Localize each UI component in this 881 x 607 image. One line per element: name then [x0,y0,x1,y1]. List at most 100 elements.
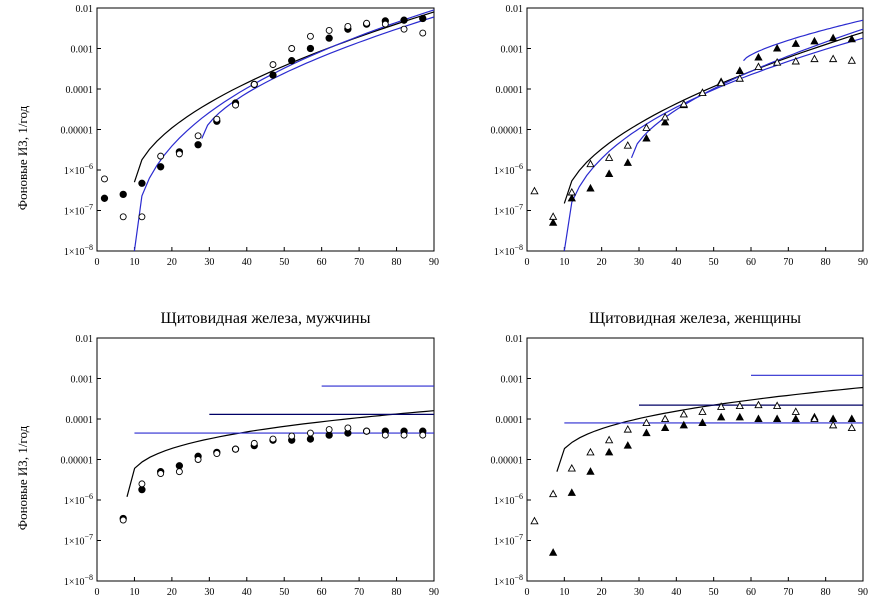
data-point-open-circles [232,101,239,109]
x-tick-label: 30 [634,587,644,598]
data-point-filled-triangles [716,412,726,421]
x-tick-label: 80 [821,257,831,268]
data-point-open-triangles [772,401,782,410]
y-tick-label: 1×10−6 [64,492,93,507]
data-point-open-circles [269,61,277,69]
x-tick-label: 50 [279,587,289,598]
data-point-open-triangles [828,54,838,63]
y-tick-mantissa: 1×10 [494,537,515,548]
x-tick-label: 0 [95,587,100,598]
data-point-open-triangles [810,414,819,423]
data-point-filled-circles [306,435,315,443]
y-tick-exponent: −7 [84,203,93,212]
data-point-filled-triangles [548,548,558,556]
x-tick-label: 70 [783,587,793,598]
series-line-model-blue-2 [201,16,435,139]
x-tick-label: 60 [746,587,756,598]
data-point-open-circles [400,431,408,439]
y-tick-mantissa: 0.00001 [491,456,524,467]
data-point-filled-triangles [586,467,595,475]
data-point-filled-triangles [586,183,595,192]
x-tick-label: 60 [317,587,327,598]
y-tick-mantissa: 0.001 [501,45,524,56]
data-point-filled-triangles [679,420,688,429]
data-point-filled-triangles [604,169,614,177]
data-point-filled-circles [419,14,427,23]
y-tick-label: 0.0001 [66,85,94,96]
y-tick-label: 0.0001 [496,415,524,426]
data-point-open-circles [194,456,202,463]
data-point-filled-circles [138,179,146,187]
chart-panel-3: 0 10 20 30 40 50 60 70 80 90 0.01 0.001 0.0001 0.0000… [61,310,440,598]
y-tick-mantissa: 0.0001 [496,85,524,96]
data-point-filled-triangles [642,428,651,437]
data-point-open-circles [363,427,371,435]
y-tick-mantissa: 0.00001 [61,126,94,137]
data-point-open-circles [213,115,221,123]
y-tick-mantissa: 0.01 [506,4,524,15]
data-point-filled-triangles [660,117,670,126]
x-tick-label: 10 [129,587,139,598]
data-point-open-circles [288,432,296,440]
data-point-open-circles [157,470,165,477]
y-tick-label: 1×10−6 [494,162,523,177]
data-point-open-circles [306,32,314,40]
y-tick-mantissa: 1×10 [64,207,85,218]
y-tick-exponent: −6 [84,162,93,171]
y-tick-mantissa: 0.0001 [66,85,94,96]
data-point-filled-triangles [567,488,576,496]
data-point-open-circles [400,25,408,33]
data-point-filled-triangles [810,36,819,45]
x-tick-label: 30 [634,257,644,268]
data-point-open-triangles [530,516,539,525]
data-point-filled-triangles [698,418,707,426]
y-tick-label: 1×10−8 [494,243,523,258]
plot-frame [526,7,864,252]
y-tick-exponent: −7 [84,533,93,542]
data-point-open-circles [213,450,221,458]
data-point-open-circles [325,426,333,433]
data-point-filled-triangles [754,414,763,423]
x-tick-label: 20 [597,587,607,598]
x-tick-label: 90 [429,257,439,268]
chart-panel-4: 0 10 20 30 40 50 60 70 80 90 0.01 0.001 0.0001 0.0000… [491,310,869,598]
y-tick-mantissa: 1×10 [494,247,515,258]
data-point-open-circles [419,431,427,439]
series-line-model-blue-3 [743,19,864,62]
x-tick-label: 10 [559,257,569,268]
data-point-open-circles [250,80,258,88]
data-point-open-triangles [567,187,576,196]
data-point-open-triangles [847,56,856,64]
x-tick-label: 70 [354,587,364,598]
y-tick-label: 1×10−6 [494,492,523,507]
data-point-filled-triangles [828,33,838,42]
y-tick-mantissa: 1×10 [64,166,85,177]
data-point-open-triangles [754,400,763,409]
data-point-open-circles [250,439,258,447]
x-tick-label: 20 [167,587,177,598]
data-point-open-circles [269,435,277,443]
data-point-filled-circles [138,486,146,494]
data-point-open-triangles [548,212,558,220]
data-point-filled-triangles [772,43,782,52]
data-point-filled-triangles [847,414,856,423]
data-point-open-triangles [679,99,688,108]
y-tick-exponent: −8 [514,573,523,582]
data-point-open-circles [101,175,108,183]
y-tick-label: 0.00001 [61,126,94,137]
y-tick-label: 1×10−7 [494,203,523,218]
y-tick-label: 0.0001 [496,85,524,96]
data-point-filled-circles [288,57,296,65]
y-tick-mantissa: 1×10 [64,247,85,258]
chart-title: Щитовидная железа, мужчины [161,310,371,327]
y-tick-label: 0.00001 [491,126,524,137]
x-tick-label: 50 [709,587,719,598]
data-point-open-circles [381,431,389,439]
y-tick-mantissa: 0.00001 [491,126,524,137]
data-point-open-triangles [586,159,595,168]
data-point-open-triangles [791,56,800,65]
y-tick-label: 0.01 [506,4,524,15]
x-tick-label: 40 [671,257,681,268]
